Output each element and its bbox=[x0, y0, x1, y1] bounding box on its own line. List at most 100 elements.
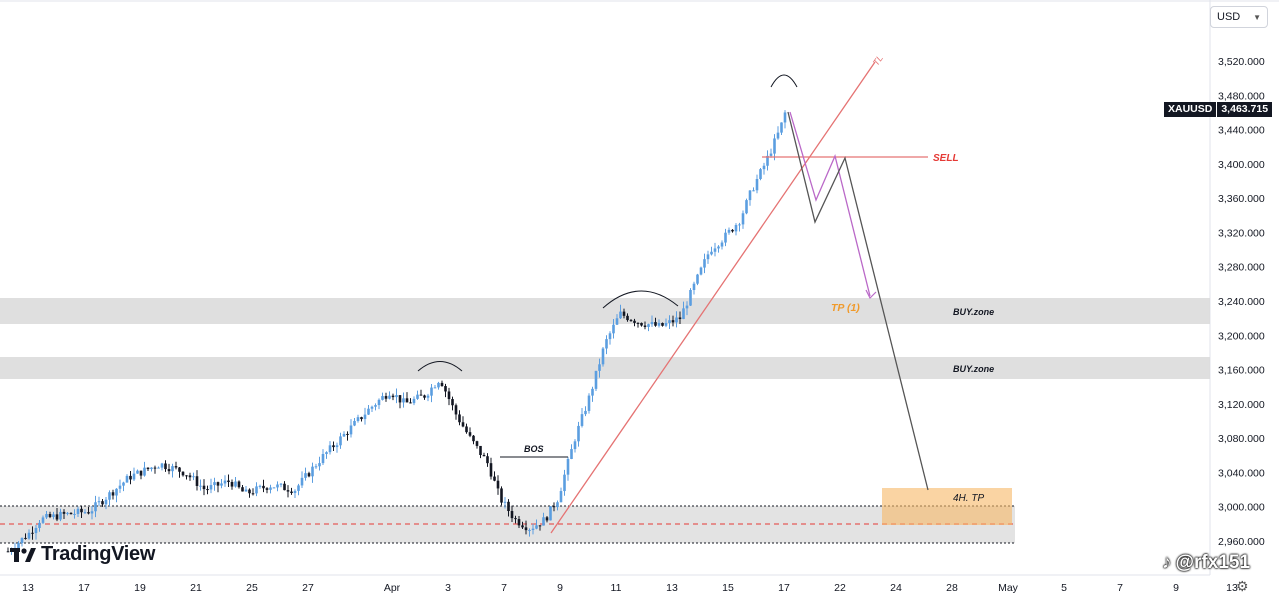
swing-arc bbox=[602, 290, 679, 309]
candle-body bbox=[412, 398, 416, 404]
candle-body bbox=[587, 395, 591, 411]
date-tick-label: 17 bbox=[78, 582, 90, 594]
candle-body bbox=[703, 259, 706, 268]
candle-body bbox=[251, 493, 255, 495]
candle-body bbox=[419, 394, 423, 396]
projection-path-grey bbox=[787, 111, 929, 491]
watermark-text: @rfx151 bbox=[1175, 552, 1251, 573]
sell-label: SELL bbox=[933, 153, 959, 164]
candle-body bbox=[286, 490, 290, 492]
candle-body bbox=[437, 382, 440, 388]
trend-line-label: TL bbox=[871, 53, 885, 67]
date-axis[interactable]: 13 17 19 21 25 27 Apr 3 7 9 11 13 15 17 22 24 28 May 5 7 9 13 bbox=[22, 582, 1238, 594]
price-tick-label: 3,400.000 bbox=[1218, 159, 1265, 171]
buy-zone-lower-label: BUY.zone bbox=[953, 364, 994, 374]
candle-body bbox=[766, 155, 769, 166]
candle-body bbox=[612, 324, 615, 334]
candle-body bbox=[132, 473, 136, 480]
candle-body bbox=[227, 480, 230, 482]
candle-body bbox=[405, 398, 409, 403]
candle-body bbox=[171, 466, 174, 472]
swing-arc bbox=[417, 361, 463, 372]
candle-body bbox=[741, 213, 745, 225]
candle-body bbox=[258, 485, 262, 487]
candle-body bbox=[706, 254, 710, 260]
candle-body bbox=[328, 445, 332, 453]
last-price-label: 3,463.715 bbox=[1217, 102, 1273, 117]
candle-body bbox=[622, 311, 626, 316]
candle-body bbox=[272, 487, 276, 489]
candle-body bbox=[388, 395, 391, 399]
tp1-label: TP (1) bbox=[831, 302, 860, 314]
candle-body bbox=[717, 246, 720, 249]
candle-body bbox=[304, 473, 307, 478]
price-tick-label: 3,280.000 bbox=[1218, 262, 1265, 274]
candle-body bbox=[363, 414, 367, 420]
candle-body bbox=[370, 406, 374, 409]
candle-body bbox=[318, 463, 321, 467]
price-tick-label: 3,440.000 bbox=[1218, 125, 1265, 137]
candle-body bbox=[157, 467, 160, 469]
candle-body bbox=[769, 153, 773, 156]
candle-body bbox=[41, 517, 45, 523]
candle-body bbox=[283, 483, 286, 491]
candle-body bbox=[391, 395, 395, 398]
candle-body bbox=[444, 386, 447, 392]
candle-body bbox=[517, 519, 521, 526]
candle-body bbox=[727, 229, 731, 233]
candle-body bbox=[356, 417, 360, 421]
candle-body bbox=[629, 320, 633, 322]
last-price-tag: XAUUSD 3,463.715 bbox=[1164, 102, 1273, 117]
candle-body bbox=[521, 525, 524, 528]
candle-body bbox=[52, 514, 55, 518]
watermark-icon: ♪ bbox=[1162, 552, 1172, 573]
candle-body bbox=[20, 537, 24, 544]
price-tick-label: 3,320.000 bbox=[1218, 227, 1265, 239]
candle-body bbox=[591, 388, 594, 396]
candle-body bbox=[720, 242, 724, 247]
tp-4h-box bbox=[882, 488, 1012, 525]
candle-body bbox=[24, 537, 27, 539]
price-tick-label: 3,360.000 bbox=[1218, 193, 1265, 205]
candle-body bbox=[101, 501, 104, 505]
candle-body bbox=[69, 512, 73, 515]
candle-body bbox=[661, 322, 664, 326]
candle-body bbox=[265, 488, 269, 490]
candle-body bbox=[34, 527, 38, 534]
currency-selector[interactable]: USD ▼ bbox=[1210, 6, 1268, 28]
candle-body bbox=[559, 491, 563, 503]
tp-4h-label: 4H. TP bbox=[953, 493, 984, 504]
candle-body bbox=[129, 475, 132, 480]
candle-body bbox=[451, 399, 454, 406]
candle-body bbox=[181, 471, 185, 476]
candle-body bbox=[524, 527, 528, 531]
date-tick-label: 13 bbox=[1226, 582, 1238, 594]
candle-body bbox=[314, 466, 318, 468]
candle-body bbox=[640, 322, 643, 326]
tradingview-logo[interactable]: TradingView bbox=[10, 543, 155, 566]
candle-body bbox=[325, 452, 328, 454]
candle-body bbox=[73, 513, 76, 515]
candle-body bbox=[199, 485, 202, 487]
candle-body bbox=[426, 395, 430, 398]
price-tick-label: 3,080.000 bbox=[1218, 433, 1265, 445]
price-tick-label: 3,480.000 bbox=[1218, 90, 1265, 102]
candle-body bbox=[122, 482, 125, 486]
candle-body bbox=[223, 480, 227, 484]
buy-zone-upper bbox=[0, 298, 1210, 324]
candle-body bbox=[255, 486, 258, 494]
candle-body bbox=[454, 405, 458, 415]
candle-body bbox=[472, 435, 475, 442]
date-tick-label: 11 bbox=[611, 582, 622, 594]
candle-body bbox=[594, 370, 598, 389]
candle-body bbox=[734, 225, 738, 232]
candle-body bbox=[475, 441, 479, 446]
price-axis[interactable]: 3,520.000 3,480.000 3,440.000 3,400.000 3,36… bbox=[1218, 56, 1265, 548]
candle-body bbox=[577, 425, 580, 442]
candle-body bbox=[545, 517, 549, 521]
gear-icon[interactable]: ⚙ bbox=[1236, 578, 1249, 594]
candle-body bbox=[626, 315, 629, 321]
candle-body bbox=[269, 487, 272, 490]
candle-body bbox=[125, 475, 129, 483]
